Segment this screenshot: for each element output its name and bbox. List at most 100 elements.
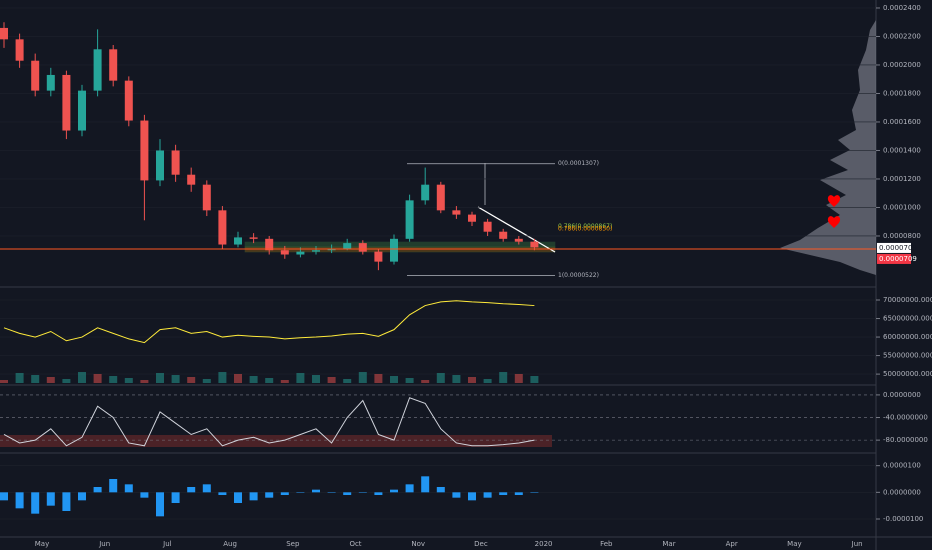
x-tick-label: Oct xyxy=(349,540,361,548)
candle-body xyxy=(483,221,492,232)
candle-body xyxy=(93,49,102,91)
x-tick-label: Sep xyxy=(286,540,300,548)
candle-body xyxy=(374,251,383,262)
macd-bar xyxy=(405,484,414,493)
candle-body xyxy=(327,248,336,251)
y-tick-label: 0.0000000 xyxy=(883,488,921,496)
candle-body xyxy=(187,174,196,185)
macd-bar xyxy=(140,492,149,498)
x-tick-label: May xyxy=(35,540,49,548)
candle-body xyxy=(15,39,24,61)
macd-bar xyxy=(530,492,539,493)
macd-bar xyxy=(452,492,461,498)
candle-body xyxy=(405,200,414,239)
macd-bar xyxy=(514,492,523,495)
volume-bar xyxy=(124,378,133,383)
volume-bar xyxy=(202,379,211,383)
x-tick-label: Mar xyxy=(662,540,675,548)
macd-bar xyxy=(62,492,71,511)
candle-body xyxy=(78,90,86,131)
candle-body xyxy=(530,241,539,248)
volume-bar xyxy=(234,374,242,383)
volume-bar xyxy=(78,372,86,383)
heart-icon xyxy=(827,216,841,228)
y-tick-label: 0.0001600 xyxy=(883,118,921,126)
candle-body xyxy=(109,49,118,81)
macd-bar xyxy=(31,492,40,514)
macd-bar xyxy=(93,487,102,493)
y-tick-label: 0.0000100 xyxy=(883,462,921,470)
y-tick-label: 70000000.0000000 xyxy=(883,296,932,304)
volume-bar xyxy=(171,375,180,383)
volume-bar xyxy=(187,377,196,383)
candle-body xyxy=(280,250,289,255)
oversold-band xyxy=(0,435,552,447)
y-tick-label: 0.0000800 xyxy=(883,232,921,240)
macd-bar xyxy=(312,489,320,493)
x-tick-label: Jun xyxy=(98,540,110,548)
y-tick-label: 65000000.0000000 xyxy=(883,315,932,323)
macd-bar xyxy=(234,492,242,503)
x-tick-label: Jul xyxy=(162,540,172,548)
x-tick-label: May xyxy=(787,540,801,548)
macd-bar xyxy=(468,492,476,501)
macd-bar xyxy=(327,492,336,493)
zone-box xyxy=(244,241,556,248)
x-tick-label: Nov xyxy=(411,540,425,548)
candle-body xyxy=(312,250,320,252)
macd-bar xyxy=(156,492,164,517)
macd-bar xyxy=(249,492,258,501)
macd-bar xyxy=(109,479,118,493)
volume-bar xyxy=(327,377,336,383)
candle-body xyxy=(218,210,227,245)
y-tick-label: 60000000.0000000 xyxy=(883,333,932,341)
y-tick-label: 0.0001800 xyxy=(883,89,921,97)
x-tick-label: Dec xyxy=(474,540,488,548)
volume-bar xyxy=(249,376,258,383)
macd-bar xyxy=(421,476,430,493)
macd-bar xyxy=(124,484,133,493)
candle-body xyxy=(62,74,71,131)
volume-bar xyxy=(46,377,55,383)
volume-bar xyxy=(93,374,102,383)
volume-bar xyxy=(312,375,320,383)
y-tick-label: -40.0000000 xyxy=(883,414,928,422)
y-tick-label: 55000000.0000000 xyxy=(883,352,932,360)
candle-body xyxy=(0,27,8,40)
x-tick-label: Jun xyxy=(851,540,863,548)
volume-bar xyxy=(31,375,40,383)
candle-body xyxy=(156,150,164,181)
y-tick-label: 50000000.0000000 xyxy=(883,370,932,378)
volume-bar xyxy=(296,373,305,383)
volume-bar xyxy=(436,373,445,383)
macd-bar xyxy=(374,492,383,495)
volume-bar xyxy=(140,380,149,383)
volume-bar xyxy=(514,374,523,383)
y-tick-label: 0.0002200 xyxy=(883,32,921,40)
volume-bar xyxy=(358,372,367,383)
macd-bar xyxy=(280,492,289,495)
x-tick-label: 2020 xyxy=(535,540,553,548)
macd-bar xyxy=(0,492,8,501)
macd-bar xyxy=(218,492,227,495)
macd-bar xyxy=(343,492,352,495)
candle-body xyxy=(140,120,149,181)
x-tick-label: Aug xyxy=(223,540,237,548)
obv-line xyxy=(3,300,535,344)
volume-bar xyxy=(499,372,508,383)
candle-body xyxy=(358,243,367,252)
x-tick-label: Feb xyxy=(600,540,613,548)
volume-bar xyxy=(0,380,8,383)
candle-body xyxy=(265,238,274,251)
macd-bar xyxy=(499,492,508,495)
candle-body xyxy=(124,80,133,121)
y-tick-label: 0.0001000 xyxy=(883,203,921,211)
macd-bar xyxy=(78,492,86,501)
candle-body xyxy=(468,214,476,222)
last-price-box xyxy=(877,242,911,253)
last-price-label: 0.0000709 xyxy=(879,255,917,263)
candle-body xyxy=(296,251,305,255)
volume-bar xyxy=(343,379,352,383)
macd-bar xyxy=(46,492,55,506)
candle-body xyxy=(390,238,398,262)
